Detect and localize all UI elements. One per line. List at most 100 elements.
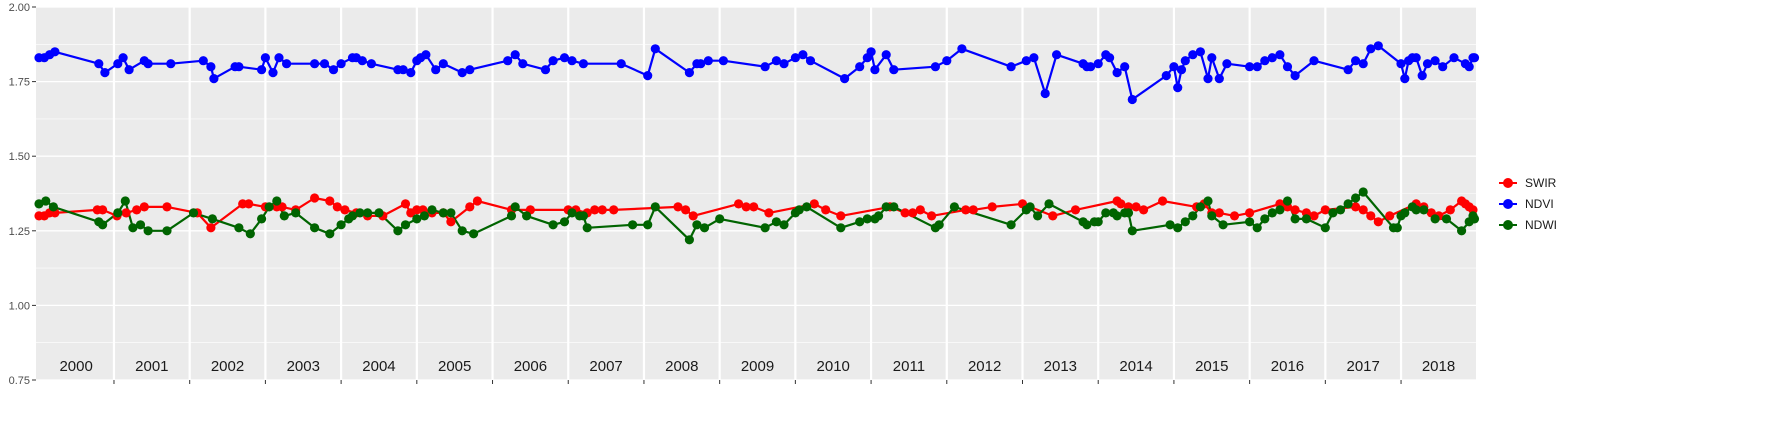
data-points (34, 41, 1480, 245)
year-label: 2018 (1422, 358, 1455, 375)
legend-swir-label: SWIR (1525, 176, 1557, 190)
ndvi-point (1343, 65, 1353, 75)
ndwi-point (578, 211, 589, 221)
swir-point (749, 202, 759, 212)
year-label: 2001 (135, 358, 168, 375)
ndwi-point (1093, 217, 1103, 227)
ndwi-point (336, 220, 346, 230)
ndvi-point (124, 65, 134, 75)
swir-point (1158, 196, 1168, 206)
swir-point (400, 199, 411, 209)
ndwi-point (143, 226, 153, 236)
ndwi-point (1275, 205, 1285, 215)
x-axis-ticks (113, 380, 1402, 384)
swir-point (1139, 205, 1149, 215)
ndwi-point (1195, 202, 1205, 212)
ndvi-point (1188, 50, 1198, 60)
ndwi-point (128, 223, 138, 233)
swir-point (961, 205, 971, 215)
ndvi-point (1176, 65, 1187, 75)
ndvi-point (310, 59, 320, 69)
ndvi-point (1411, 53, 1421, 63)
ndwi-point (582, 223, 592, 233)
ndvi-point (328, 65, 339, 75)
ndvi-point (398, 65, 408, 75)
ndvi-point (1252, 62, 1262, 72)
ndvi-point (431, 65, 441, 75)
ndvi-point (1422, 59, 1433, 69)
ndwi-point (1457, 226, 1467, 236)
ndvi-point (1086, 62, 1096, 72)
ndvi-point (870, 65, 880, 75)
ndvi-point (1464, 62, 1474, 72)
ndwi-point (559, 217, 570, 227)
ndvi-point (1417, 71, 1427, 81)
ndwi-point (567, 208, 577, 218)
ndwi-point (1252, 223, 1262, 233)
swir-point (734, 199, 744, 209)
y-tick-label: 2.00 (9, 2, 30, 14)
ndwi-point (162, 226, 172, 236)
ndvi-point (1120, 62, 1130, 72)
ndvi-point (790, 53, 801, 63)
ndwi-point (874, 211, 884, 221)
ndwi-point (1025, 202, 1035, 212)
ndwi-point (427, 205, 437, 215)
ndwi-point (934, 220, 944, 230)
swir-point (809, 199, 819, 209)
year-label: 2014 (1119, 358, 1152, 375)
ndvi-point (643, 71, 653, 81)
ndwi-point (457, 226, 467, 236)
ndwi-point (1441, 214, 1452, 224)
swir-point (681, 205, 691, 215)
ndvi-point (1373, 41, 1383, 51)
ndwi-point (1033, 211, 1043, 221)
ndwi-point (257, 214, 267, 224)
year-label: 2005 (438, 358, 471, 375)
ndwi-point (1290, 214, 1300, 224)
ndwi-point (272, 196, 282, 206)
ndwi-point (1006, 220, 1016, 230)
ndvi-point (1180, 56, 1190, 66)
ndwi-point (692, 220, 702, 230)
ndvi-point (1169, 62, 1179, 72)
year-label: 2017 (1347, 358, 1380, 375)
ndwi-point (855, 217, 865, 227)
ndwi-point (699, 223, 710, 233)
ndwi-point (469, 229, 479, 239)
ndwi-point (1218, 220, 1228, 230)
legend-ndwi-label: NDWI (1525, 218, 1557, 232)
ndwi-point (802, 202, 812, 212)
ndvi-point (1351, 56, 1361, 66)
ndwi-point (1173, 223, 1183, 233)
swir-point (1351, 202, 1361, 212)
ndwi-point (1165, 220, 1175, 230)
swir-point (139, 202, 149, 212)
ndwi-point (1044, 199, 1054, 209)
ndwi-point (1358, 187, 1368, 197)
ndwi-point (1282, 196, 1293, 206)
ndwi-point (1101, 208, 1111, 218)
year-labels: 2000 2001 2002 2003 2004 2005 2006 2007 2008 2009… (59, 358, 1455, 375)
swir-point (340, 205, 350, 215)
swir-point (1366, 211, 1376, 221)
legend-swir-marker (1503, 178, 1513, 188)
ndwi-point (1430, 214, 1440, 224)
ndwi-point (1419, 205, 1429, 215)
ndvi-point (518, 59, 528, 69)
grid-lines (36, 6, 1476, 381)
ndwi-point (48, 202, 59, 212)
swir-point (764, 208, 774, 218)
ndvi-point (1282, 62, 1293, 72)
ndvi-point (457, 68, 467, 78)
ndvi-point (805, 56, 816, 66)
ndwi-point (1127, 226, 1137, 236)
ndwi-point (1469, 214, 1480, 224)
ndvi-point (567, 56, 577, 66)
ndvi-point (1430, 56, 1440, 66)
ndvi-point (118, 53, 128, 63)
swir-point (1445, 205, 1455, 215)
ndvi-point (268, 68, 278, 78)
year-label: 2006 (514, 358, 547, 375)
swir-point (244, 199, 254, 209)
